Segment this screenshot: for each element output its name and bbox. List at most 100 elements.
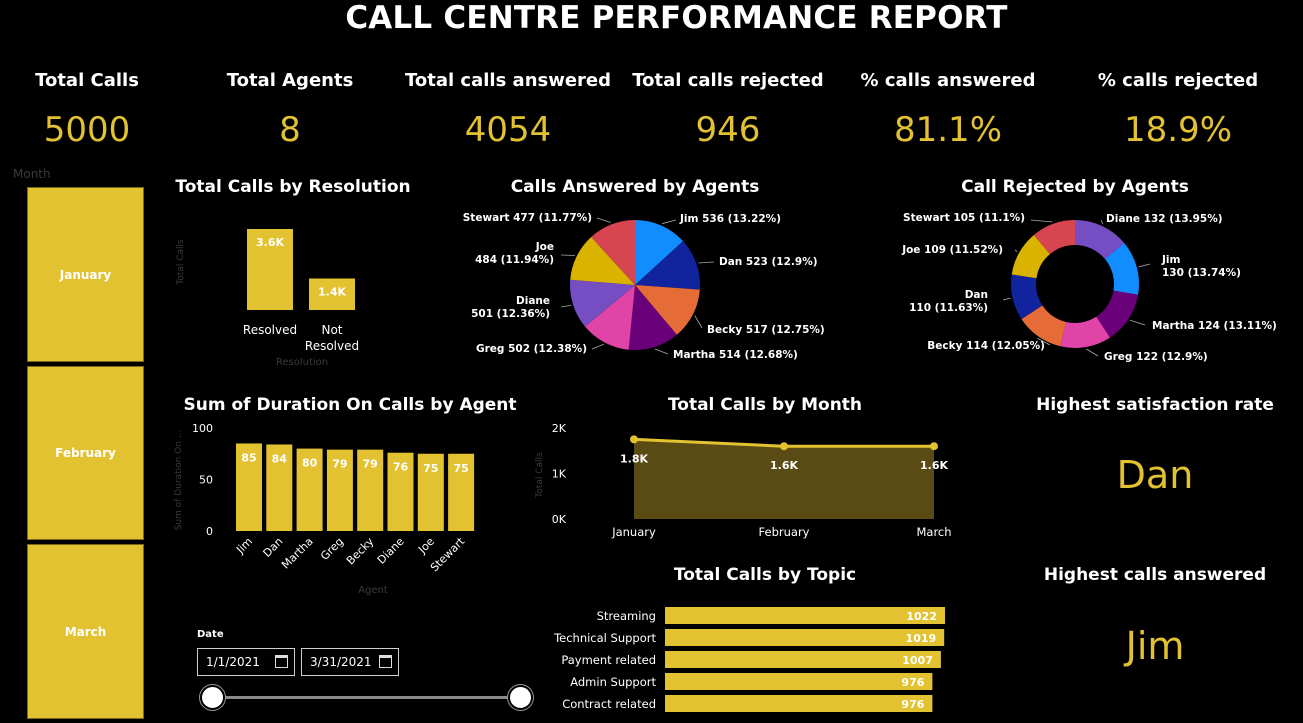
resolution-bar[interactable] xyxy=(247,229,293,310)
resolution-data-label: 3.6K xyxy=(256,236,284,249)
duration-data-label: 84 xyxy=(272,452,288,465)
pie-leader-line xyxy=(1138,263,1151,268)
pie-leader-line xyxy=(1036,337,1051,346)
pie-leader-line xyxy=(1002,297,1011,301)
pie-slice-stewart[interactable] xyxy=(1033,220,1075,255)
resolution-data-label: 1.4K xyxy=(318,286,346,299)
pie-slice-greg[interactable] xyxy=(1060,316,1110,348)
topic-category-label: Payment related xyxy=(561,653,656,667)
kpi-pct-rejected-label: % calls rejected xyxy=(1097,70,1259,91)
duration-bar[interactable] xyxy=(417,453,444,531)
month-xtick: March xyxy=(916,525,951,539)
duration-bar[interactable] xyxy=(296,448,323,531)
satisfaction-title: Highest satisfaction rate xyxy=(1036,395,1274,415)
topic-data-label: 1007 xyxy=(902,654,933,667)
topic-bar[interactable] xyxy=(665,629,945,646)
resolution-ylabel: Total Calls xyxy=(176,239,186,286)
month-ylabel: Total Calls xyxy=(535,452,545,499)
pie-slice-martha[interactable] xyxy=(1096,290,1139,338)
duration-data-label: 75 xyxy=(453,462,468,475)
duration-data-label: 80 xyxy=(302,457,318,470)
month-area-fill xyxy=(634,439,934,519)
kpi-total-calls-label: Total Calls xyxy=(35,70,139,91)
duration-bar[interactable] xyxy=(357,449,384,531)
month-data-label: 1.8K xyxy=(620,452,648,465)
topic-bar[interactable] xyxy=(665,673,933,690)
pie-slice-jim[interactable] xyxy=(635,220,683,285)
pie-slice-joe[interactable] xyxy=(1011,234,1050,279)
duration-data-label: 79 xyxy=(363,458,378,471)
report-title: CALL CENTRE PERFORMANCE REPORT xyxy=(345,0,1008,36)
topic-data-label: 1022 xyxy=(906,610,937,623)
topic-bar[interactable] xyxy=(665,695,933,712)
kpi-total-agents-label: Total Agents xyxy=(226,70,354,91)
resolution-category-label: Not xyxy=(321,323,342,337)
calendar-icon[interactable] xyxy=(275,655,288,668)
date-slider-start-handle[interactable] xyxy=(200,685,225,710)
duration-bar[interactable] xyxy=(266,444,293,531)
date-slider-range xyxy=(212,696,521,699)
start-date-input[interactable]: 1/1/2021 xyxy=(197,648,295,676)
duration-category-label: Joe xyxy=(415,535,437,557)
date-slider-end-handle[interactable] xyxy=(508,685,533,710)
kpi-pct-answered-value: 81.1% xyxy=(893,110,1002,150)
end-date-input[interactable]: 3/31/2021 xyxy=(301,648,399,676)
duration-category-label: Stewart xyxy=(428,534,468,574)
pie-data-label: Becky 517 (12.75%) xyxy=(707,324,825,336)
end-date-value: 3/31/2021 xyxy=(310,655,372,669)
month-point[interactable] xyxy=(630,435,638,444)
duration-bar[interactable] xyxy=(448,453,475,531)
duration-data-label: 76 xyxy=(393,461,409,474)
topic-bar[interactable] xyxy=(665,651,941,668)
month-tile-february[interactable]: February xyxy=(27,366,144,540)
pie-slice-dan[interactable] xyxy=(1011,274,1043,320)
pie-slice-jim[interactable] xyxy=(1104,243,1139,295)
duration-bar[interactable] xyxy=(326,449,353,531)
month-tile-january[interactable]: January xyxy=(27,187,144,362)
month-ytick: 0K xyxy=(552,513,567,526)
start-date-value: 1/1/2021 xyxy=(206,655,260,669)
pie-slice-stewart[interactable] xyxy=(591,220,635,285)
month-point[interactable] xyxy=(780,442,788,451)
pie-slice-diane[interactable] xyxy=(1075,220,1125,260)
duration-chart-title: Sum of Duration On Calls by Agent xyxy=(183,395,517,415)
topic-category-label: Streaming xyxy=(597,609,656,623)
duration-category-label: Diane xyxy=(375,535,407,567)
pie-data-label: Becky 114 (12.05%) xyxy=(927,340,1045,352)
pie-slice-becky[interactable] xyxy=(1021,305,1067,347)
resolution-bar[interactable] xyxy=(309,278,355,311)
date-slicer-label: Date xyxy=(197,629,224,640)
resolution-chart-title: Total Calls by Resolution xyxy=(175,177,411,197)
topic-bar[interactable] xyxy=(665,607,945,624)
pie-slice-martha[interactable] xyxy=(628,285,677,350)
pie-data-label: 130 (13.74%) xyxy=(1162,267,1241,279)
duration-bar[interactable] xyxy=(236,443,262,531)
pie-slice-dan[interactable] xyxy=(635,241,700,290)
duration-bar[interactable] xyxy=(387,452,414,531)
answered-value: Jim xyxy=(1125,624,1185,668)
duration-category-label: Jim xyxy=(233,535,255,557)
pie-data-label: Stewart 477 (11.77%) xyxy=(463,212,592,224)
pie-slice-joe[interactable] xyxy=(570,236,635,285)
kpi-total-agents-value: 8 xyxy=(279,110,301,150)
pie-data-label: Dan xyxy=(965,289,988,301)
pie-slice-greg[interactable] xyxy=(585,285,635,350)
month-tile-march[interactable]: March xyxy=(27,544,144,719)
kpi-answered-value: 4054 xyxy=(464,110,552,150)
month-point[interactable] xyxy=(930,442,938,451)
duration-data-label: 85 xyxy=(241,451,256,464)
pie-data-label: Diane 132 (13.95%) xyxy=(1106,213,1223,225)
pie-data-label: Martha 124 (13.11%) xyxy=(1152,320,1277,332)
pie-leader-line xyxy=(694,315,703,329)
pie-data-label: Greg 502 (12.38%) xyxy=(476,343,587,355)
pie-data-label: Joe xyxy=(535,241,554,253)
answered-chart-title: Calls Answered by Agents xyxy=(510,177,760,197)
topic-data-label: 976 xyxy=(901,676,924,689)
pie-leader-line xyxy=(661,219,677,225)
calendar-icon[interactable] xyxy=(379,655,392,668)
duration-data-label: 75 xyxy=(423,462,438,475)
pie-slice-diane[interactable] xyxy=(570,279,635,327)
duration-ytick: 0 xyxy=(206,525,213,538)
pie-slice-becky[interactable] xyxy=(635,285,700,335)
